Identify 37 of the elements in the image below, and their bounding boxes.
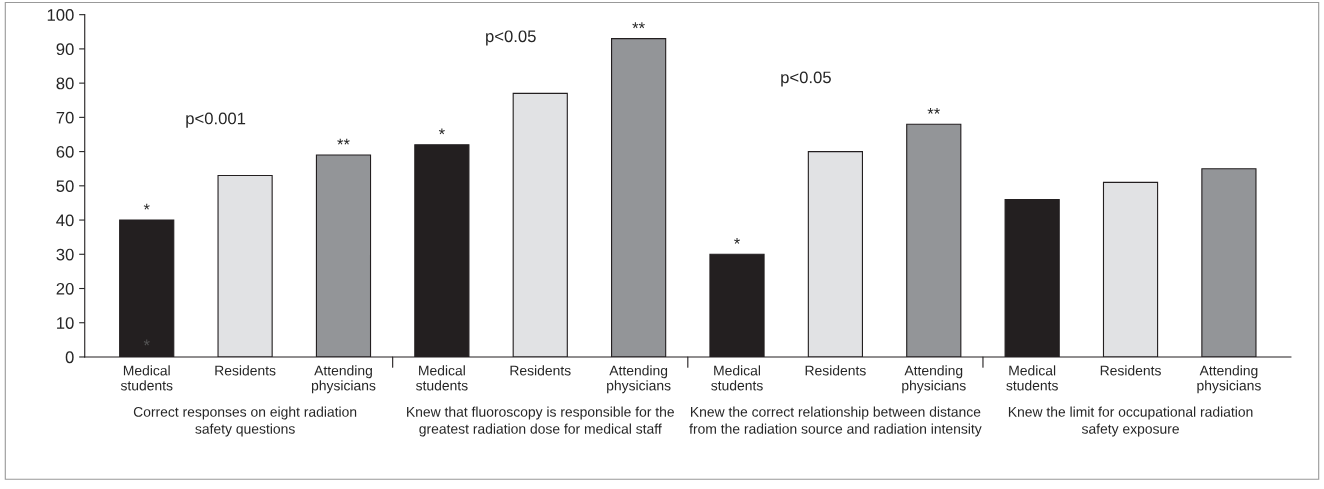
y-tick-label: 60 <box>56 145 74 158</box>
y-tick-label: 80 <box>56 77 74 90</box>
y-tick-label: 40 <box>56 214 74 227</box>
text: Knew the limit for occupational radiation safety exposure <box>1008 406 1253 437</box>
annotation: * <box>143 339 150 346</box>
y-tick-label: 20 <box>56 282 74 295</box>
data-label: * <box>438 128 445 135</box>
data-label: ** <box>337 138 350 145</box>
data-label: ** <box>632 22 645 29</box>
text: Knew the correct relationship between distance from the radiation source and radiation intensity <box>689 406 982 437</box>
data-label: * <box>143 203 150 210</box>
y-tick-label: 90 <box>56 43 74 56</box>
x-tick-label: Attending physicians <box>607 365 671 394</box>
y-tick-label: 30 <box>56 248 74 261</box>
x-tick-label: Residents <box>510 365 571 376</box>
x-tick-label: Residents <box>1100 365 1161 376</box>
x-tick-label: Residents <box>805 365 866 376</box>
x-tick-label: Medical students <box>120 365 173 391</box>
data-label: * <box>734 237 740 244</box>
annotation: p<0.001 <box>186 112 246 128</box>
x-tick-label: Attending physicians <box>1197 365 1261 394</box>
text: Knew that fluoroscopy is responsible for the greatest radiation dose for medical staff <box>407 406 674 437</box>
y-tick-label: 10 <box>57 317 74 329</box>
x-tick-label: Residents <box>215 365 276 376</box>
y-tick-label: 50 <box>56 180 74 193</box>
x-tick-label: Attending physicians <box>902 365 966 394</box>
x-tick-label: Medical students <box>1006 365 1058 391</box>
text: Correct responses on eight radiation safety questions <box>133 406 357 437</box>
annotation: p<0.05 <box>486 30 536 46</box>
x-tick-label: Medical students <box>711 365 763 391</box>
x-tick-label: Attending physicians <box>311 365 376 394</box>
y-tick-label: 0 <box>65 351 74 364</box>
y-tick-label: 100 <box>47 9 74 21</box>
annotation: p<0.05 <box>781 71 831 87</box>
y-tick-label: 70 <box>56 111 74 124</box>
x-tick-label: Medical students <box>416 365 468 391</box>
data-label: ** <box>927 107 940 114</box>
